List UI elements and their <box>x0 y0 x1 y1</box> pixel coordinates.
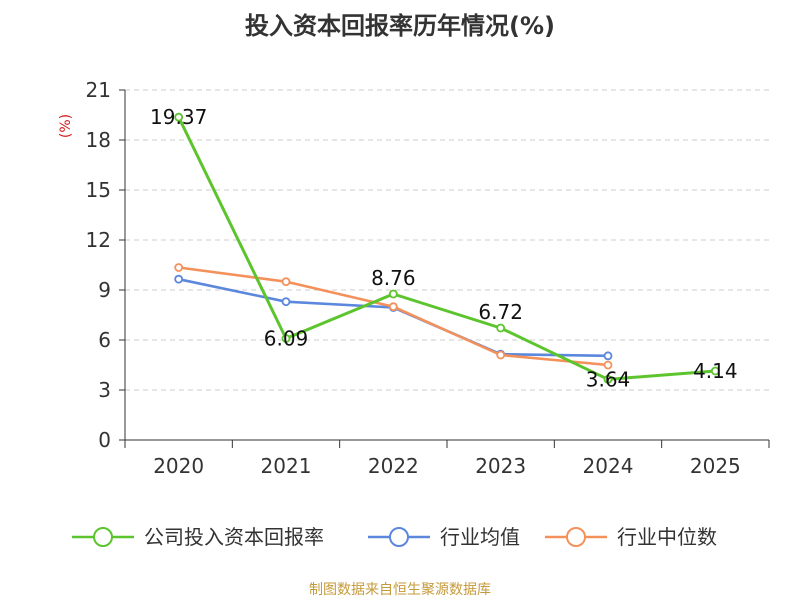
legend-marker <box>566 527 586 547</box>
x-tick-label: 2025 <box>690 454 741 478</box>
y-tick-label: 21 <box>86 78 111 102</box>
axes <box>124 90 769 441</box>
legend-item[interactable]: 行业均值 <box>368 525 520 549</box>
series-0 <box>174 112 720 384</box>
data-point[interactable] <box>174 263 184 272</box>
legend-label: 行业均值 <box>440 525 520 549</box>
data-point[interactable] <box>603 351 613 361</box>
x-tick-label: 2024 <box>583 454 634 478</box>
data-labels: 19.37 6.09 8.76 6.72 3.64 4.14 <box>150 105 738 391</box>
data-point[interactable] <box>388 302 398 312</box>
x-tick-label: 2021 <box>261 454 312 478</box>
y-tick-label: 12 <box>86 228 111 252</box>
gridlines <box>125 89 769 391</box>
y-tick-label: 9 <box>98 278 111 302</box>
y-tick-label: 18 <box>86 128 111 152</box>
y-axis-ticks: 0 3 6 9 12 15 18 21 <box>86 78 125 452</box>
data-point[interactable] <box>603 360 613 370</box>
data-label: 6.72 <box>478 300 523 324</box>
legend-marker <box>389 527 409 547</box>
data-label: 6.09 <box>264 327 309 351</box>
data-label: 3.64 <box>586 367 631 391</box>
y-tick-label: 3 <box>98 378 111 402</box>
data-point[interactable] <box>174 274 184 284</box>
legend[interactable]: 公司投入资本回报率 行业均值 行业中位数 <box>72 525 717 549</box>
series-line <box>177 116 716 381</box>
y-tick-label: 6 <box>98 328 111 352</box>
legend-label: 公司投入资本回报率 <box>144 525 324 549</box>
x-tick-label: 2022 <box>368 454 419 478</box>
data-label: 4.14 <box>693 359 738 383</box>
series-lines <box>174 112 720 384</box>
data-point[interactable] <box>496 350 506 360</box>
data-point[interactable] <box>603 374 613 384</box>
data-point[interactable] <box>281 334 291 343</box>
legend-label: 行业中位数 <box>617 525 717 549</box>
data-point[interactable] <box>174 112 184 122</box>
legend-item[interactable]: 公司投入资本回报率 <box>72 525 324 549</box>
y-tick-label: 15 <box>86 178 111 202</box>
data-point[interactable] <box>388 289 398 299</box>
y-axis-unit-label: (%) <box>58 114 74 138</box>
chart-title: 投入资本回报率历年情况(%) <box>245 12 555 40</box>
legend-item[interactable]: 行业中位数 <box>545 525 717 549</box>
data-point[interactable] <box>710 366 720 376</box>
data-point[interactable] <box>496 323 506 333</box>
x-axis-ticks: 2020 2021 2022 2023 2024 2025 <box>124 440 770 478</box>
data-label: 8.76 <box>371 266 416 290</box>
source-note: 制图数据来自恒生聚源数据库 <box>309 582 491 598</box>
data-point[interactable] <box>281 277 291 287</box>
data-point[interactable] <box>281 297 291 307</box>
x-tick-label: 2020 <box>153 454 204 478</box>
x-tick-label: 2023 <box>475 454 526 478</box>
series-2 <box>174 263 613 370</box>
y-tick-label: 0 <box>98 428 111 452</box>
data-label: 19.37 <box>150 105 207 129</box>
legend-marker <box>93 527 113 547</box>
